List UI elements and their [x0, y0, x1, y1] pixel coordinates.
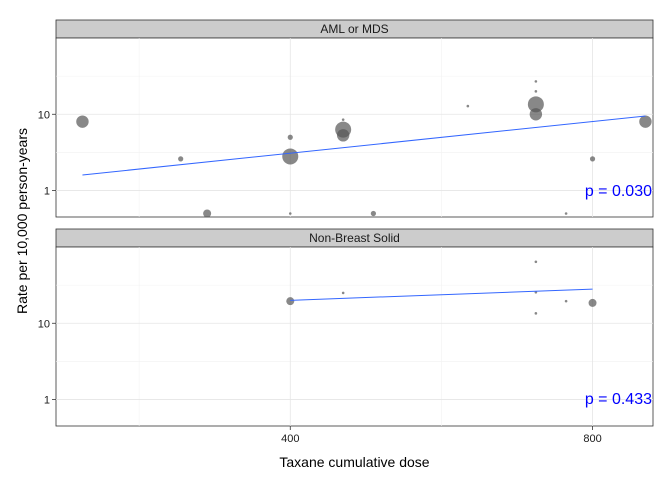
- data-point: [564, 299, 568, 303]
- x-tick-label: 800: [583, 433, 601, 445]
- data-point: [588, 298, 597, 307]
- data-point: [589, 156, 596, 162]
- panel-frame-aml-mds: [55, 37, 654, 218]
- fit-line-non-breast-solid: [290, 288, 593, 301]
- data-point: [287, 134, 293, 140]
- data-point: [76, 115, 89, 128]
- grid-non-breast-solid: [56, 247, 653, 426]
- grid-aml-mds: [56, 38, 653, 217]
- data-point: [203, 209, 212, 218]
- fit-line-aml-mds: [82, 115, 646, 176]
- points-non-breast-solid: [286, 260, 597, 315]
- data-point: [286, 297, 295, 306]
- data-point: [534, 312, 538, 315]
- y-tick-label: 10: [38, 318, 50, 330]
- data-point: [370, 210, 376, 217]
- data-point: [341, 291, 345, 295]
- data-point: [527, 96, 544, 113]
- y-tick-label: 10: [38, 109, 50, 121]
- y-tick-label: 1: [44, 186, 50, 198]
- data-point: [534, 90, 538, 93]
- data-point: [534, 260, 538, 264]
- panel-frame-non-breast-solid: [55, 246, 654, 427]
- data-point: [466, 104, 470, 108]
- data-point: [529, 108, 543, 121]
- x-tick-label: 400: [281, 433, 299, 445]
- data-point: [288, 212, 292, 215]
- strip-label-aml-mds: AML or MDS: [320, 22, 388, 36]
- data-point: [336, 129, 350, 142]
- data-point: [639, 115, 652, 128]
- y-tick-label: 1: [44, 395, 50, 407]
- data-point: [282, 148, 299, 165]
- x-ticks: 400 800: [281, 426, 602, 445]
- panel-non-breast-solid: Non-Breast Solid p = 0.433 1 10: [38, 228, 654, 427]
- data-point: [178, 156, 184, 162]
- data-point: [534, 80, 538, 83]
- x-axis-title: Taxane cumulative dose: [279, 454, 429, 470]
- p-value-aml-mds: p = 0.030: [585, 183, 652, 200]
- panel-aml-mds: AML or MDS p = 0.030 1 10: [38, 19, 654, 218]
- data-point: [341, 118, 345, 121]
- data-point: [564, 212, 568, 215]
- p-value-non-breast-solid: p = 0.433: [585, 391, 652, 408]
- y-ticks-non-breast-solid: 1 10: [38, 318, 56, 407]
- y-ticks-aml-mds: 1 10: [38, 109, 56, 198]
- strip-label-non-breast-solid: Non-Breast Solid: [309, 231, 400, 245]
- y-axis-title: Rate per 10,000 person-years: [14, 128, 30, 314]
